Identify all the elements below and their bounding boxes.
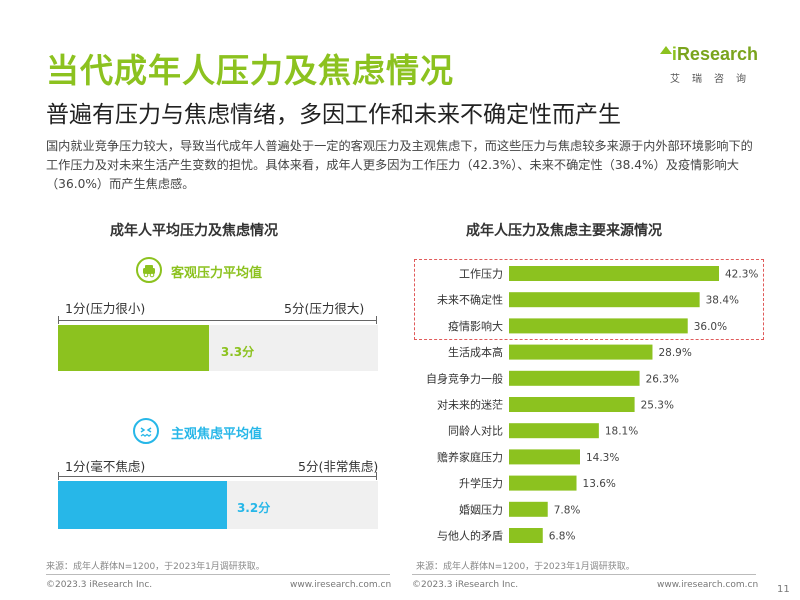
bar [509,397,635,412]
value-label: 36.0% [694,321,727,333]
iresearch-logo: iResearch 艾瑞咨询 [660,44,760,92]
category-label: 生活成本高 [448,345,503,359]
category-label: 婚姻压力 [459,502,503,516]
category-label: 未来不确定性 [437,293,503,307]
logo-chinese-name: 艾瑞咨询 [670,74,758,85]
objective-min-label: 1分(压力很小) [65,301,146,316]
objective-label: 客观压力平均值 [171,266,263,281]
car-stress-icon [136,257,162,283]
category-label: 工作压力 [459,268,503,281]
right-panel-title: 成年人压力及焦虑主要来源情况 [466,223,662,239]
objective-scale-line [58,320,376,321]
value-label: 26.3% [646,373,679,385]
category-label: 对未来的迷茫 [437,398,503,412]
value-label: 13.6% [583,478,616,490]
objective-bar-track [58,325,378,371]
category-label: 与他人的矛盾 [437,529,503,543]
value-label: 25.3% [641,400,674,412]
subjective-scale-tick-max [376,472,377,480]
footer-divider-left [46,574,390,575]
bar [509,344,653,360]
right-source-note: 来源：成年人群体N=1200，于2023年1月调研获取。 [416,562,635,572]
page-subtitle: 普遍有压力与焦虑情绪，多因工作和未来不确定性而产生 [46,102,621,128]
footer-url-right: www.iresearch.com.cn [657,580,759,590]
bar [509,528,543,543]
highlight-box [414,259,764,340]
footer-url-left: www.iresearch.com.cn [290,580,392,590]
objective-max-label: 5分(压力很大) [284,301,365,316]
intro-paragraph: 国内就业竞争压力较大，导致当代成年人普遍处于一定的客观压力及主观焦虑下，而这些压… [46,139,753,191]
value-label: 6.8% [549,531,576,543]
value-label: 28.9% [658,347,691,359]
subjective-min-label: 1分(毫不焦虑) [65,459,146,474]
bar [509,370,640,386]
objective-scale-tick-max [376,316,377,324]
footer-copyright-right: ©2023.3 iResearch Inc. [412,580,519,590]
sources-bar-chart: 工作压力 42.3% 未来不确定性 38.4% 疫情影响大 36.0% 生活成本高 28.9%… [426,266,758,543]
anxious-face-icon [133,418,159,444]
value-label: 38.4% [706,295,739,307]
logo-wordmark: iResearch [671,44,758,64]
objective-value-label: 3.3分 [220,345,255,359]
left-panel-title: 成年人平均压力及焦虑情况 [110,223,278,239]
subjective-bar-fill [58,481,227,529]
bar [509,475,577,491]
subjective-bar-track [58,481,378,529]
page-title: 当代成年人压力及焦虑情况 [46,51,454,90]
bar [509,292,700,308]
category-label: 同龄人对比 [448,424,503,438]
category-label: 赡养家庭压力 [437,450,503,464]
left-source-note: 来源：成年人群体N=1200，于2023年1月调研获取。 [46,562,265,572]
value-label: 14.3% [586,452,619,464]
bar [509,449,580,465]
footer-copyright-left: ©2023.3 iResearch Inc. [46,580,153,590]
value-label: 18.1% [605,426,638,438]
subjective-scale-tick-min [58,472,59,480]
subjective-scale-line [58,476,376,477]
bar [509,501,548,517]
value-label: 7.8% [554,504,581,516]
logo-accent-mark [660,46,672,54]
bar [509,266,719,281]
subjective-value-label: 3.2分 [236,501,271,515]
category-label: 自身竞争力一般 [426,371,503,385]
category-label: 升学压力 [459,476,503,490]
footer-divider-right [412,574,756,575]
subjective-label: 主观焦虑平均值 [171,427,263,442]
objective-bar-fill [58,325,209,371]
page-number: 11 [777,584,790,595]
value-label: 42.3% [725,269,758,281]
category-label: 疫情影响大 [448,319,503,333]
bar [509,423,599,439]
subjective-max-label: 5分(非常焦虑) [298,459,379,474]
bar [509,318,688,334]
objective-scale-tick-min [58,316,59,324]
